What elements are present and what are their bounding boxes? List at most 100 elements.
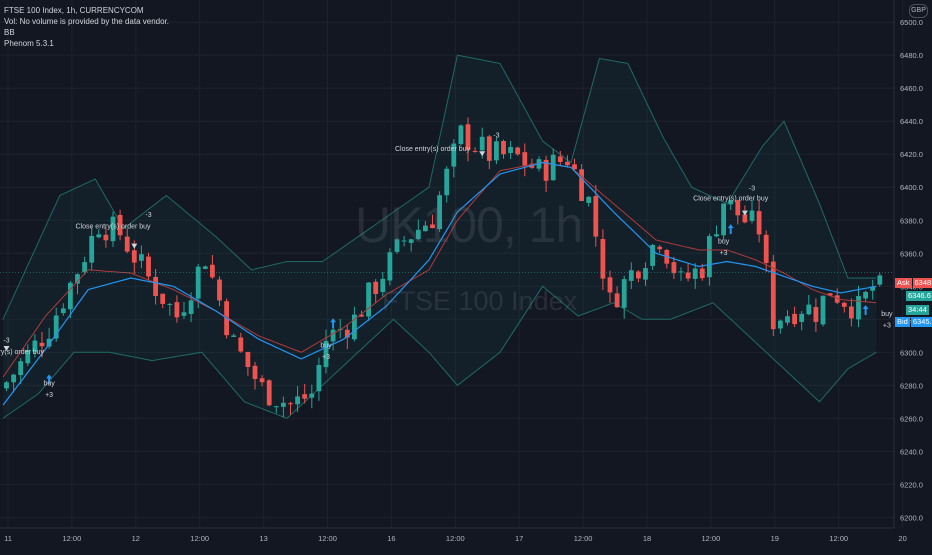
candle-down	[600, 239, 606, 279]
x-tick-label: 12:00	[574, 534, 593, 543]
candle-up	[494, 141, 499, 161]
candle-down	[146, 256, 151, 277]
x-tick-label: 17	[515, 534, 523, 543]
candle-down	[430, 224, 435, 229]
signal-annotation: buy	[320, 342, 332, 349]
candle-up	[202, 266, 208, 269]
candle-down	[501, 140, 506, 155]
signal-annotation: -3	[145, 212, 151, 219]
currency-badge[interactable]: GBP	[909, 4, 928, 18]
candle-up	[195, 266, 201, 299]
candle-up	[46, 338, 52, 347]
candle-down	[607, 277, 613, 293]
legend-strategy[interactable]: Phenom 5.3.1	[4, 39, 54, 48]
x-tick-label: 18	[643, 534, 651, 543]
x-tick-label: 12:00	[318, 534, 337, 543]
y-tick-label: 6460.0	[900, 84, 923, 93]
last-price-value: 6346.6	[906, 291, 932, 301]
signal-annotation: +3	[883, 323, 891, 330]
candle-up	[451, 143, 457, 167]
candle-down	[657, 246, 663, 250]
candle-down	[472, 150, 478, 152]
candle-up	[231, 335, 237, 337]
candle-down	[579, 169, 584, 201]
candle-up	[707, 236, 712, 278]
candle-up	[380, 278, 386, 293]
y-tick-label: 6260.0	[900, 414, 923, 423]
candle-down	[813, 307, 819, 322]
candle-up	[692, 268, 698, 279]
candle-down	[259, 378, 265, 383]
candle-up	[749, 210, 755, 221]
candle-down	[770, 261, 776, 330]
candle-up	[785, 316, 790, 323]
signal-annotation: +3	[322, 354, 330, 361]
y-tick-label: 6440.0	[900, 117, 923, 126]
y-tick-label: 6380.0	[900, 216, 923, 225]
candle-down	[636, 271, 641, 279]
candle-up	[621, 279, 627, 308]
y-tick-label: 6360.0	[900, 249, 923, 258]
candle-down	[238, 337, 244, 352]
candle-down	[103, 234, 109, 241]
candle-down	[699, 268, 705, 279]
candle-up	[650, 245, 655, 266]
candle-down	[614, 293, 620, 308]
signal-annotation: Close entry(s) order buy	[395, 146, 471, 153]
ask-tag: Ask	[895, 278, 912, 288]
x-tick-label: 11	[4, 534, 12, 543]
indicator-lines	[0, 161, 894, 406]
exit-marker-icon	[741, 210, 748, 216]
candle-down	[834, 295, 840, 303]
buy-arrow-icon	[727, 224, 734, 235]
bb-upper-line	[2, 54, 877, 320]
candle-up	[678, 271, 684, 273]
legend-symbol-title[interactable]: FTSE 100 Index, 1h, CURRENCYCOM	[4, 6, 144, 15]
candle-up	[25, 350, 31, 364]
candle-down	[359, 314, 364, 317]
candle-up	[778, 320, 783, 329]
description-watermark: FTSE 100 Index	[382, 286, 578, 316]
candle-down	[735, 200, 741, 216]
moving-average-line	[2, 161, 877, 406]
candle-up	[32, 340, 38, 352]
y-tick-label: 6280.0	[900, 381, 923, 390]
candle-up	[387, 252, 393, 281]
candle-down	[124, 236, 130, 252]
x-tick-label: 12:00	[190, 534, 209, 543]
x-tick-label: 12	[132, 534, 140, 543]
candle-up	[643, 268, 648, 280]
candle-down	[302, 394, 308, 399]
candle-up	[89, 235, 95, 263]
y-tick-label: 6400.0	[900, 183, 923, 192]
candle-up	[181, 312, 187, 316]
ask-value: 6348.5	[912, 278, 932, 288]
buy-arrow-icon	[862, 305, 869, 316]
y-tick-label: 6420.0	[900, 150, 923, 159]
x-tick-label: 12:00	[63, 534, 82, 543]
candle-up	[401, 240, 407, 242]
candle-down	[486, 136, 492, 161]
signal-annotation: buy	[43, 380, 55, 387]
candle-up	[330, 329, 336, 342]
candle-up	[11, 374, 16, 383]
x-tick-label: 12:00	[446, 534, 465, 543]
x-tick-label: 12:00	[829, 534, 848, 543]
legend-indicator-bb[interactable]: BB	[4, 28, 15, 37]
candle-up	[458, 125, 464, 144]
candle-up	[856, 296, 861, 320]
candle-up	[352, 314, 357, 340]
candle-up	[167, 303, 173, 305]
candle-down	[849, 306, 854, 319]
candle-down	[117, 214, 123, 236]
candle-up	[806, 304, 812, 315]
candle-down	[217, 279, 222, 301]
bb-basis-line	[2, 161, 877, 378]
signal-annotation: +3	[45, 392, 53, 399]
signal-annotation: +3	[720, 250, 728, 257]
candle-up	[316, 365, 322, 392]
candle-up	[96, 234, 102, 238]
candle-down	[252, 365, 258, 379]
